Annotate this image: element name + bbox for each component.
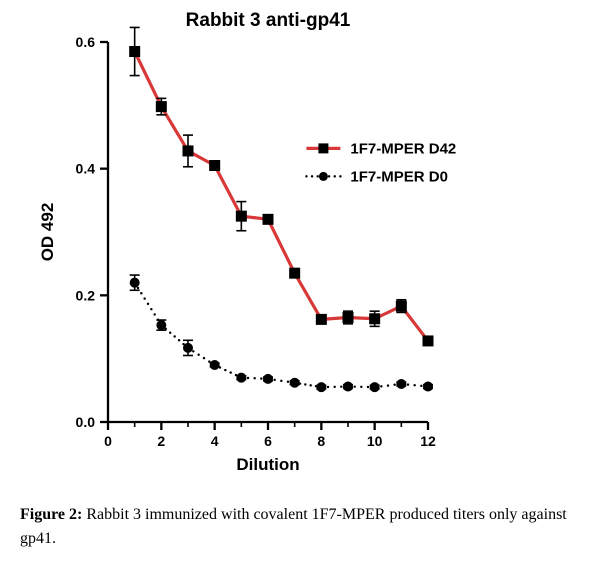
x-tick-label: 0 [104, 433, 112, 449]
x-tick-label: 12 [420, 433, 436, 449]
caption-prefix: Figure 2: [20, 506, 82, 523]
caption-text: Rabbit 3 immunized with covalent 1F7-MPE… [20, 506, 567, 547]
x-tick-label: 8 [317, 433, 325, 449]
x-tick-label: 6 [264, 433, 272, 449]
y-axis-label: OD 492 [38, 203, 57, 262]
x-tick-label: 10 [367, 433, 383, 449]
y-tick-label: 0.0 [76, 414, 96, 430]
y-tick-label: 0.2 [76, 287, 96, 303]
y-tick-label: 0.6 [76, 34, 96, 50]
y-tick-label: 0.4 [76, 161, 96, 177]
chart-title: Rabbit 3 anti-gp41 [186, 10, 351, 31]
x-tick-label: 4 [211, 433, 219, 449]
chart-svg: Rabbit 3 anti-gp41 0.0 0.2 0.4 0.6 0 2 4 6 8 10 12 O… [0, 0, 600, 480]
x-tick-label: 2 [157, 433, 165, 449]
x-axis-label: Dilution [236, 455, 299, 474]
legend-label: 1F7-MPER D42 [350, 140, 456, 157]
figure-container: Rabbit 3 anti-gp41 0.0 0.2 0.4 0.6 0 2 4 6 8 10 12 O… [0, 0, 600, 571]
figure-caption: Figure 2: Rabbit 3 immunized with covale… [20, 503, 580, 551]
legend-label: 1F7-MPER D0 [350, 168, 448, 185]
